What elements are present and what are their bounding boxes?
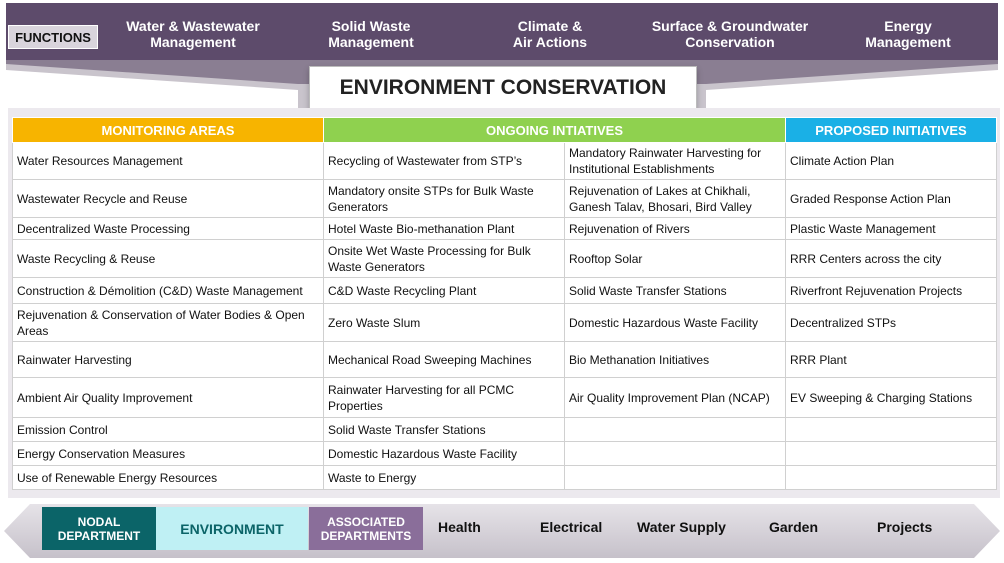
functions-banner xyxy=(6,3,998,65)
ongoing-initiative-cell xyxy=(564,465,786,490)
header-monitoring-areas: MONITORING AREAS xyxy=(12,117,324,143)
ongoing-initiative-cell xyxy=(564,441,786,466)
monitoring-area-cell: Waste Recycling & Reuse xyxy=(12,239,324,278)
table-row: Waste Recycling & Reuse Onsite Wet Waste … xyxy=(12,239,997,278)
dept-electrical: Electrical xyxy=(540,519,603,535)
ongoing-initiative-cell: Domestic Hazardous Waste Facility xyxy=(564,303,786,342)
proposed-initiative-cell: Climate Action Plan xyxy=(785,142,997,180)
associated-departments-text: ASSOCIATED DEPARTMENTS xyxy=(320,514,412,543)
table-row: Construction & Démolition (C&D) Waste Ma… xyxy=(12,277,997,304)
ongoing-initiative-cell: Air Quality Improvement Plan (NCAP) xyxy=(564,377,786,418)
table-row: Use of Renewable Energy Resources Waste … xyxy=(12,465,997,490)
ongoing-initiative-cell: Rainwater Harvesting for all PCMC Proper… xyxy=(323,377,565,418)
function-energy: Energy Management xyxy=(865,18,951,50)
environment-department: ENVIRONMENT xyxy=(156,507,308,550)
nodal-department-text: NODAL DEPARTMENT xyxy=(57,514,141,543)
proposed-initiative-cell xyxy=(785,417,997,442)
functions-label: FUNCTIONS xyxy=(8,25,98,49)
ongoing-initiative-cell: Mechanical Road Sweeping Machines xyxy=(323,341,565,378)
function-solid-waste: Solid Waste Management xyxy=(328,18,414,50)
proposed-initiative-cell xyxy=(785,441,997,466)
monitoring-area-cell: Wastewater Recycle and Reuse xyxy=(12,179,324,218)
ongoing-initiative-cell: Mandatory Rainwater Harvesting for Insti… xyxy=(564,142,786,180)
page-title: ENVIRONMENT CONSERVATION xyxy=(309,66,697,110)
function-surface-groundwater: Surface & Groundwater Conservation xyxy=(651,18,809,50)
monitoring-area-cell: Water Resources Management xyxy=(12,142,324,180)
monitoring-area-cell: Rejuvenation & Conservation of Water Bod… xyxy=(12,303,324,342)
table-row: Wastewater Recycle and Reuse Mandatory on… xyxy=(12,179,997,218)
ongoing-initiative-cell: Recycling of Wastewater from STP’s xyxy=(323,142,565,180)
table-row: Emission Control Solid Waste Transfer St… xyxy=(12,417,997,442)
ongoing-initiative-cell: Onsite Wet Waste Processing for Bulk Was… xyxy=(323,239,565,278)
table-row: Ambient Air Quality Improvement Rainwater… xyxy=(12,377,997,418)
proposed-initiative-cell: EV Sweeping & Charging Stations xyxy=(785,377,997,418)
proposed-initiative-cell: Graded Response Action Plan xyxy=(785,179,997,218)
function-water-wastewater: Water & Wastewater Management xyxy=(126,18,260,50)
proposed-initiative-cell: Decentralized STPs xyxy=(785,303,997,342)
table-row: Rejuvenation & Conservation of Water Bod… xyxy=(12,303,997,342)
monitoring-area-cell: Rainwater Harvesting xyxy=(12,341,324,378)
ongoing-initiative-cell: Rooftop Solar xyxy=(564,239,786,278)
dept-projects: Projects xyxy=(877,519,933,535)
table-row: Water Resources Management Recycling of W… xyxy=(12,142,997,180)
monitoring-area-cell: Use of Renewable Energy Resources xyxy=(12,465,324,490)
nodal-department-label: NODAL DEPARTMENT xyxy=(42,507,156,550)
initiatives-table: MONITORING AREAS ONGOING INTIATIVES PROP… xyxy=(12,117,997,490)
monitoring-area-cell: Ambient Air Quality Improvement xyxy=(12,377,324,418)
ongoing-initiative-cell: Bio Methanation Initiatives xyxy=(564,341,786,378)
monitoring-area-cell: Energy Conservation Measures xyxy=(12,441,324,466)
proposed-initiative-cell: Riverfront Rejuvenation Projects xyxy=(785,277,997,304)
proposed-initiative-cell: Plastic Waste Management xyxy=(785,217,997,240)
monitoring-area-cell: Decentralized Waste Processing xyxy=(12,217,324,240)
proposed-initiative-cell: RRR Plant xyxy=(785,341,997,378)
ongoing-initiative-cell: Rejuvenation of Rivers xyxy=(564,217,786,240)
table-row: Decentralized Waste Processing Hotel Wast… xyxy=(12,217,997,240)
ongoing-initiative-cell: Waste to Energy xyxy=(323,465,565,490)
proposed-initiative-cell xyxy=(785,465,997,490)
ongoing-initiative-cell: Solid Waste Transfer Stations xyxy=(564,277,786,304)
table-row: Rainwater Harvesting Mechanical Road Swee… xyxy=(12,341,997,378)
header-proposed-initiatives: PROPOSED INITIATIVES xyxy=(785,117,997,143)
ongoing-initiative-cell: Solid Waste Transfer Stations xyxy=(323,417,565,442)
associated-departments-label: ASSOCIATED DEPARTMENTS xyxy=(309,507,423,550)
monitoring-area-cell: Emission Control xyxy=(12,417,324,442)
header-ongoing-initiatives: ONGOING INTIATIVES xyxy=(323,117,786,143)
dept-garden: Garden xyxy=(769,519,819,535)
ongoing-initiative-cell: Mandatory onsite STPs for Bulk Waste Gen… xyxy=(323,179,565,218)
ongoing-initiative-cell: Rejuvenation of Lakes at Chikhali, Ganes… xyxy=(564,179,786,218)
ongoing-initiative-cell: Hotel Waste Bio-methanation Plant xyxy=(323,217,565,240)
dept-water-supply: Water Supply xyxy=(637,519,726,535)
ongoing-initiative-cell xyxy=(564,417,786,442)
ongoing-initiative-cell: Zero Waste Slum xyxy=(323,303,565,342)
dept-health: Health xyxy=(438,519,481,535)
monitoring-area-cell: Construction & Démolition (C&D) Waste Ma… xyxy=(12,277,324,304)
proposed-initiative-cell: RRR Centers across the city xyxy=(785,239,997,278)
table-row: Energy Conservation Measures Domestic Ha… xyxy=(12,441,997,466)
function-climate-air: Climate & Air Actions xyxy=(512,18,588,50)
ongoing-initiative-cell: C&D Waste Recycling Plant xyxy=(323,277,565,304)
ongoing-initiative-cell: Domestic Hazardous Waste Facility xyxy=(323,441,565,466)
